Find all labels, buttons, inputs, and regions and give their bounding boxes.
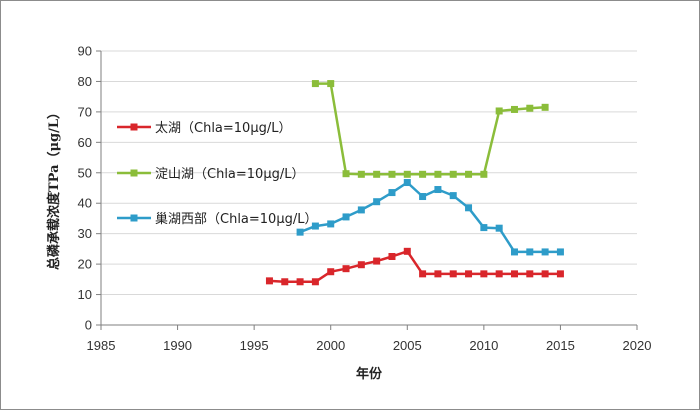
y-tick-label: 60 xyxy=(78,135,92,150)
data-point-2 xyxy=(480,170,488,178)
legend-label-2: 淀山湖（Chla=10μg/L） xyxy=(155,167,304,182)
data-point-2 xyxy=(526,104,534,112)
data-point-1 xyxy=(342,265,350,273)
data-point-1 xyxy=(419,270,427,278)
data-point-3 xyxy=(342,213,350,221)
data-point-1 xyxy=(311,278,319,286)
data-point-2 xyxy=(510,105,518,113)
y-tick-label: 80 xyxy=(78,74,92,89)
data-point-1 xyxy=(449,270,457,278)
y-tick-label: 90 xyxy=(78,44,92,59)
data-point-2 xyxy=(388,170,396,178)
data-point-2 xyxy=(419,170,427,178)
data-point-1 xyxy=(265,277,273,285)
x-tick-label: 1990 xyxy=(163,338,192,353)
data-point-1 xyxy=(434,270,442,278)
data-point-3 xyxy=(434,186,442,194)
data-point-2 xyxy=(403,170,411,178)
y-tick-label: 50 xyxy=(78,165,92,180)
data-point-1 xyxy=(556,270,564,278)
data-point-3 xyxy=(465,204,473,212)
data-point-3 xyxy=(556,248,564,256)
y-axis-title: 总磷承载浓度TPa（μg/L） xyxy=(46,106,62,270)
data-point-2 xyxy=(342,170,350,178)
data-point-3 xyxy=(526,248,534,256)
y-tick-label: 0 xyxy=(85,318,92,333)
data-point-1 xyxy=(465,270,473,278)
data-point-3 xyxy=(510,248,518,256)
data-point-3 xyxy=(449,192,457,200)
legend-marker-1 xyxy=(130,123,138,131)
legend: 太湖（Chla=10μg/L） 淀山湖（Chla=10μg/L） 巢湖西部（Chla… xyxy=(117,121,317,227)
data-point-3 xyxy=(541,248,549,256)
data-point-1 xyxy=(281,278,289,286)
data-point-3 xyxy=(311,222,319,230)
data-point-1 xyxy=(357,261,365,269)
series-line-2 xyxy=(315,82,546,176)
data-point-3 xyxy=(388,189,396,197)
data-point-3 xyxy=(373,198,381,206)
legend-marker-3 xyxy=(130,214,138,222)
y-tick-label: 40 xyxy=(78,196,92,211)
data-point-1 xyxy=(526,270,534,278)
data-point-3 xyxy=(419,193,427,201)
y-tick-label: 20 xyxy=(78,257,92,272)
grid-lines xyxy=(101,50,637,296)
data-point-1 xyxy=(296,278,304,286)
series-layer xyxy=(265,80,564,286)
x-tick-label: 1995 xyxy=(240,338,269,353)
data-point-2 xyxy=(357,170,365,178)
axes: 0 10 20 30 40 50 60 70 80 90 1985 1990 1995 2000 2005 2… xyxy=(78,44,652,354)
data-point-1 xyxy=(327,268,335,276)
data-point-2 xyxy=(495,107,503,115)
series-line-3 xyxy=(299,181,561,254)
x-tick-label: 2000 xyxy=(316,338,345,353)
x-tick-label: 2015 xyxy=(546,338,575,353)
data-point-2 xyxy=(311,80,319,88)
x-tick-label: 1985 xyxy=(87,338,116,353)
data-point-1 xyxy=(495,270,503,278)
data-point-1 xyxy=(541,270,549,278)
data-point-1 xyxy=(373,257,381,265)
data-point-2 xyxy=(327,80,335,88)
data-point-3 xyxy=(480,224,488,232)
data-point-2 xyxy=(449,170,457,178)
data-point-2 xyxy=(465,170,473,178)
y-tick-label: 30 xyxy=(78,226,92,241)
data-point-3 xyxy=(296,228,304,236)
y-tick-label: 70 xyxy=(78,104,92,119)
x-tick-label: 2005 xyxy=(393,338,422,353)
y-tick-label: 10 xyxy=(78,287,92,302)
data-point-3 xyxy=(357,206,365,214)
x-axis-title: 年份 xyxy=(356,366,383,382)
data-point-1 xyxy=(403,247,411,255)
data-point-1 xyxy=(510,270,518,278)
data-point-3 xyxy=(403,179,411,187)
x-tick-label: 2020 xyxy=(623,338,652,353)
legend-label-1: 太湖（Chla=10μg/L） xyxy=(155,121,291,136)
x-tick-label: 2010 xyxy=(469,338,498,353)
data-point-2 xyxy=(541,103,549,111)
data-point-3 xyxy=(495,224,503,232)
data-point-2 xyxy=(434,170,442,178)
data-point-3 xyxy=(327,220,335,228)
legend-marker-2 xyxy=(130,169,138,177)
legend-label-3: 巢湖西部（Chla=10μg/L） xyxy=(155,212,317,227)
data-point-2 xyxy=(373,170,381,178)
data-point-1 xyxy=(388,253,396,260)
data-point-1 xyxy=(480,270,488,278)
